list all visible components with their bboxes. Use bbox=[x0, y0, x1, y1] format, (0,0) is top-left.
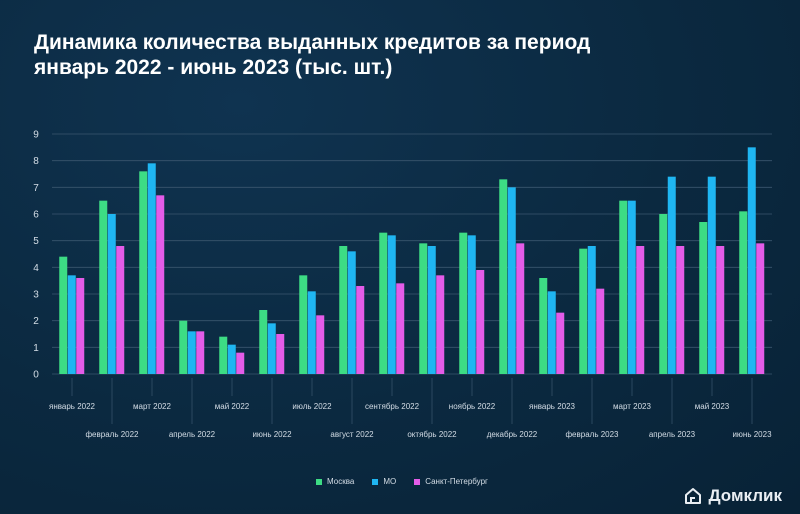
bar bbox=[436, 275, 445, 374]
bar bbox=[627, 200, 636, 374]
bar bbox=[107, 214, 116, 374]
y-tick-label: 2 bbox=[33, 316, 39, 327]
bar bbox=[547, 291, 556, 374]
bar bbox=[739, 211, 748, 374]
y-tick-label: 0 bbox=[33, 370, 39, 381]
bar bbox=[156, 195, 165, 374]
y-tick-label: 7 bbox=[33, 183, 39, 194]
bar bbox=[316, 315, 325, 374]
x-tick-label: ноябрь 2022 bbox=[449, 402, 496, 411]
bar bbox=[267, 323, 276, 374]
bar bbox=[636, 246, 645, 374]
legend-swatch-moscow bbox=[316, 478, 322, 485]
bar bbox=[419, 243, 428, 374]
bar bbox=[699, 222, 708, 374]
bar bbox=[476, 270, 485, 374]
x-tick-label: май 2023 bbox=[695, 402, 730, 411]
legend-label-spb: Санкт-Петербург bbox=[425, 477, 488, 486]
bar bbox=[339, 246, 348, 374]
bar bbox=[747, 147, 756, 374]
bar bbox=[356, 286, 365, 374]
legend-item-mo: МО bbox=[372, 477, 396, 486]
chart-title: Динамика количества выданных кредитов за… bbox=[34, 30, 734, 80]
bar bbox=[147, 163, 156, 374]
bar bbox=[116, 246, 125, 374]
bar bbox=[196, 331, 205, 374]
bar bbox=[756, 243, 765, 374]
bar bbox=[587, 246, 596, 374]
bar bbox=[236, 352, 245, 374]
house-icon bbox=[685, 488, 702, 504]
bar bbox=[276, 334, 285, 374]
x-tick-label: апрель 2023 bbox=[649, 430, 696, 439]
x-tick-label: апрель 2022 bbox=[169, 430, 216, 439]
legend-label-mo: МО bbox=[383, 477, 397, 486]
bar bbox=[187, 331, 196, 374]
bar bbox=[259, 310, 268, 374]
y-tick-label: 1 bbox=[33, 343, 39, 354]
x-tick-label: февраль 2023 bbox=[565, 430, 619, 439]
x-tick-label: март 2023 bbox=[613, 402, 651, 411]
bar bbox=[427, 246, 436, 374]
bar bbox=[667, 176, 676, 374]
bar bbox=[539, 278, 548, 374]
legend-item-spb: Санкт-Петербург bbox=[414, 477, 488, 486]
chart-legend: Москва МО Санкт-Петербург bbox=[316, 477, 488, 486]
x-tick-label: март 2022 bbox=[133, 402, 171, 411]
bar bbox=[347, 251, 356, 374]
y-tick-label: 5 bbox=[33, 236, 39, 247]
brand-name: Домклик bbox=[708, 486, 782, 505]
chart-title-line-1: Динамика количества выданных кредитов за… bbox=[34, 31, 591, 54]
y-tick-label: 6 bbox=[33, 210, 39, 221]
bar bbox=[579, 248, 588, 374]
bar bbox=[396, 283, 405, 374]
bar bbox=[76, 278, 85, 374]
x-tick-label: октябрь 2022 bbox=[407, 430, 457, 439]
bar bbox=[307, 291, 316, 374]
x-tick-label: январь 2022 bbox=[49, 402, 96, 411]
bar bbox=[556, 312, 565, 374]
bar bbox=[379, 232, 388, 374]
bar bbox=[596, 288, 605, 374]
bar bbox=[387, 235, 396, 374]
x-tick-label: июнь 2023 bbox=[732, 430, 772, 439]
x-tick-label: май 2022 bbox=[215, 402, 250, 411]
bar bbox=[299, 275, 308, 374]
bar bbox=[67, 275, 76, 374]
x-tick-label: июнь 2022 bbox=[252, 430, 292, 439]
bar bbox=[716, 246, 725, 374]
bar bbox=[516, 243, 525, 374]
bar bbox=[227, 344, 236, 374]
legend-label-moscow: Москва bbox=[327, 477, 355, 486]
bar bbox=[219, 336, 228, 374]
bar bbox=[467, 235, 476, 374]
bar bbox=[99, 200, 108, 374]
legend-swatch-spb bbox=[414, 478, 421, 485]
brand-logo: Домклик bbox=[683, 486, 782, 506]
chart-title-line-2: январь 2022 - июнь 2023 (тыс. шт.) bbox=[34, 56, 393, 79]
y-tick-label: 4 bbox=[33, 263, 39, 274]
bar bbox=[659, 214, 668, 374]
legend-swatch-mo bbox=[372, 478, 379, 485]
bar bbox=[459, 232, 468, 374]
legend-item-moscow: Москва bbox=[316, 477, 354, 486]
bar bbox=[619, 200, 628, 374]
y-tick-label: 3 bbox=[33, 290, 39, 301]
bar bbox=[676, 246, 685, 374]
bar bbox=[707, 176, 716, 374]
y-tick-label: 9 bbox=[33, 130, 39, 141]
x-tick-label: февраль 2022 bbox=[85, 430, 139, 439]
bar bbox=[507, 187, 516, 374]
y-tick-label: 8 bbox=[33, 156, 39, 167]
x-tick-label: январь 2023 bbox=[529, 402, 576, 411]
bar bbox=[59, 256, 68, 374]
x-tick-label: сентябрь 2022 bbox=[365, 402, 420, 411]
x-tick-label: декабрь 2022 bbox=[487, 430, 538, 439]
bar bbox=[179, 320, 188, 374]
x-tick-label: июль 2022 bbox=[292, 402, 332, 411]
bar bbox=[499, 179, 508, 374]
x-tick-label: август 2022 bbox=[330, 430, 374, 439]
bar bbox=[139, 171, 148, 374]
